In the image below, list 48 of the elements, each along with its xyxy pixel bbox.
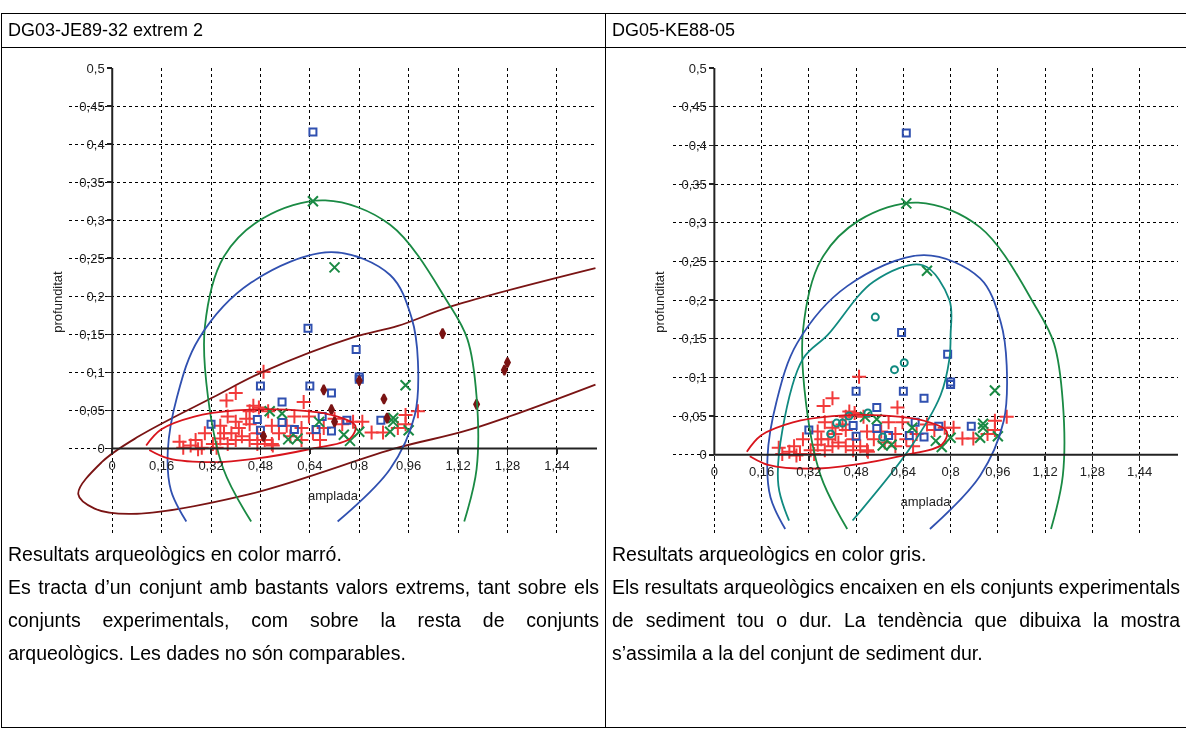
y-tick-label: 0,3 (688, 215, 707, 231)
y-tick-label: 0,05 (681, 408, 707, 424)
y-tick-label: 0,3 (86, 212, 105, 228)
x-tick-label: 1,28 (494, 458, 521, 474)
x-tick-label: 1,44 (544, 458, 570, 474)
y-tick-label: 0,15 (681, 331, 707, 347)
text: Resultats arqueològics en color marró. (8, 541, 343, 567)
x-tick-label: 0,48 (247, 458, 274, 474)
x-tick-label: 0,8 (350, 458, 369, 474)
y-tick-label: 0 (699, 447, 707, 463)
x-axis-title: amplada (900, 493, 952, 509)
y-tick-label: 0,2 (86, 288, 105, 304)
x-tick-label: 0,96 (395, 458, 422, 474)
y-tick-label: 0,25 (681, 253, 707, 269)
x-tick-label: 0,64 (890, 464, 917, 480)
y-tick-label: 0,05 (79, 402, 105, 418)
y-tick-label: 0,1 (688, 369, 707, 385)
chart-title: DG05-KE88-05 (605, 13, 1186, 48)
x-tick-label: 0,96 (985, 464, 1011, 480)
x-tick-label: 0,8 (941, 464, 960, 480)
x-axis-title: amplada (308, 487, 359, 503)
y-tick-label: 0,35 (79, 174, 105, 190)
x-tick-label: 1,12 (1032, 464, 1058, 480)
y-tick-label: 0,2 (688, 292, 707, 308)
x-tick-label: 1,44 (1126, 464, 1153, 480)
y-axis-title: profunditat (50, 270, 66, 333)
y-tick-label: 0,25 (79, 250, 105, 266)
y-tick-label: 0,35 (681, 176, 707, 192)
x-tick-label: 0 (108, 458, 116, 474)
y-tick-label: 0,45 (79, 98, 105, 114)
x-tick-label: 0,48 (843, 464, 869, 480)
chart-title: DG03-JE89-32 extrem 2 (1, 13, 606, 48)
text: Es tracta d’un conjunt amb bastants valors extrems, tant sobre els conjunts experimentals, com sobre la resta de conjunts arqueològics. Les dades no són comparables. (8, 574, 599, 666)
y-tick-label: 0,4 (688, 137, 707, 153)
y-axis-title: profunditat (652, 270, 668, 333)
x-tick-label: 1,12 (445, 458, 471, 474)
text: Resultats arqueològics en color gris. (612, 541, 928, 567)
y-tick-label: 0,4 (86, 136, 105, 152)
x-tick-label: 0 (710, 464, 718, 480)
y-tick-label: 0 (97, 441, 105, 457)
x-tick-label: 0,64 (297, 458, 323, 474)
y-tick-label: 0,5 (86, 60, 105, 76)
y-tick-label: 0,15 (79, 326, 105, 342)
y-tick-label: 0,1 (86, 364, 105, 380)
y-tick-label: 0,5 (688, 60, 707, 76)
x-tick-label: 1,28 (1079, 464, 1106, 480)
text: Els resultats arqueològics encaixen en els conjunts experimentals de sediment tou o dur. La tendència que dibuixa la mostra s’assimila a la del conjunt de sediment dur. (612, 574, 1180, 666)
y-tick-label: 0,45 (681, 99, 707, 115)
